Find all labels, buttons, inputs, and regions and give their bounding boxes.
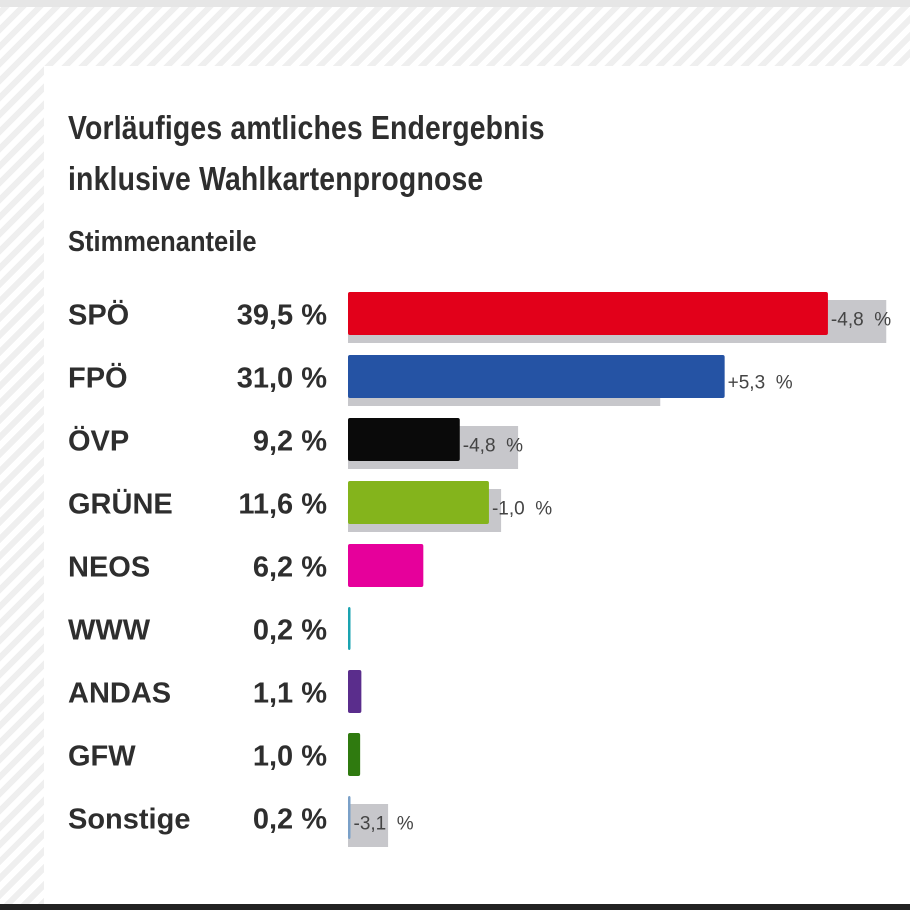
bar-oevp bbox=[348, 418, 460, 461]
bar-gruene bbox=[348, 481, 489, 524]
chart-title-line-1: Vorläufiges amtliches Endergebnis bbox=[68, 109, 545, 146]
previous-bar-sonstige bbox=[348, 804, 389, 847]
chart-title-line-2: inklusive Wahlkartenprognose bbox=[68, 160, 484, 197]
change-label-sonstige: -3,1 % bbox=[354, 814, 414, 835]
category-label-fpoe: FPÖ bbox=[68, 362, 128, 395]
category-label-oevp: ÖVP bbox=[68, 425, 129, 458]
bottom-bar bbox=[0, 904, 910, 910]
chart-title: Vorläufiges amtliches Endergebnis inklus… bbox=[68, 102, 773, 204]
change-label-gruene: -1,0 % bbox=[492, 499, 552, 520]
bar-sonstige bbox=[348, 796, 351, 839]
category-label-spoe: SPÖ bbox=[68, 299, 129, 332]
bar-chart: SPÖ 39,5 % -4,8 % FPÖ 31,0 % +5,3 % ÖVP 9,2 % -4… bbox=[68, 292, 891, 847]
category-label-sonstige: Sonstige bbox=[68, 804, 190, 836]
value-label-andas: 1,1 % bbox=[253, 678, 327, 710]
value-label-gruene: 11,6 % bbox=[238, 489, 327, 521]
value-label-sonstige: 0,2 % bbox=[253, 804, 327, 836]
category-label-gfw: GFW bbox=[68, 741, 136, 773]
category-label-neos: NEOS bbox=[68, 552, 150, 584]
bar-neos bbox=[348, 544, 424, 587]
value-label-fpoe: 31,0 % bbox=[237, 363, 327, 395]
bar-fpoe bbox=[348, 355, 725, 398]
change-label-oevp: -4,8 % bbox=[463, 436, 523, 457]
bar-www bbox=[348, 607, 351, 650]
value-label-oevp: 9,2 % bbox=[253, 426, 327, 458]
category-label-andas: ANDAS bbox=[68, 678, 171, 710]
top-bar bbox=[0, 0, 910, 7]
value-label-neos: 6,2 % bbox=[253, 552, 327, 584]
bar-spoe bbox=[348, 292, 828, 335]
change-label-fpoe: +5,3 % bbox=[728, 373, 793, 394]
chart-card: Vorläufiges amtliches Endergebnis inklus… bbox=[44, 66, 910, 904]
change-label-spoe: -4,8 % bbox=[831, 310, 891, 331]
value-label-spoe: 39,5 % bbox=[237, 300, 327, 332]
bar-andas bbox=[348, 670, 362, 713]
bar-gfw bbox=[348, 733, 361, 776]
category-label-www: WWW bbox=[68, 615, 151, 647]
category-label-gruene: GRÜNE bbox=[68, 488, 173, 521]
value-label-gfw: 1,0 % bbox=[253, 741, 327, 773]
chart-subtitle: Stimmenanteile bbox=[68, 226, 257, 258]
value-label-www: 0,2 % bbox=[253, 615, 327, 647]
